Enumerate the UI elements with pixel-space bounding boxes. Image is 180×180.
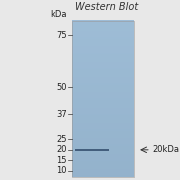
Text: 25: 25: [56, 135, 67, 144]
Text: 50: 50: [56, 83, 67, 92]
Text: 75: 75: [56, 31, 67, 40]
Text: 15: 15: [56, 156, 67, 165]
Text: Western Blot: Western Blot: [75, 3, 138, 12]
Bar: [72, 21, 134, 177]
Text: 20: 20: [56, 145, 67, 154]
Bar: [75, 148, 109, 151]
Text: 10: 10: [56, 166, 67, 175]
Text: 20kDa: 20kDa: [153, 145, 180, 154]
Text: 37: 37: [56, 110, 67, 119]
Text: kDa: kDa: [50, 10, 67, 19]
